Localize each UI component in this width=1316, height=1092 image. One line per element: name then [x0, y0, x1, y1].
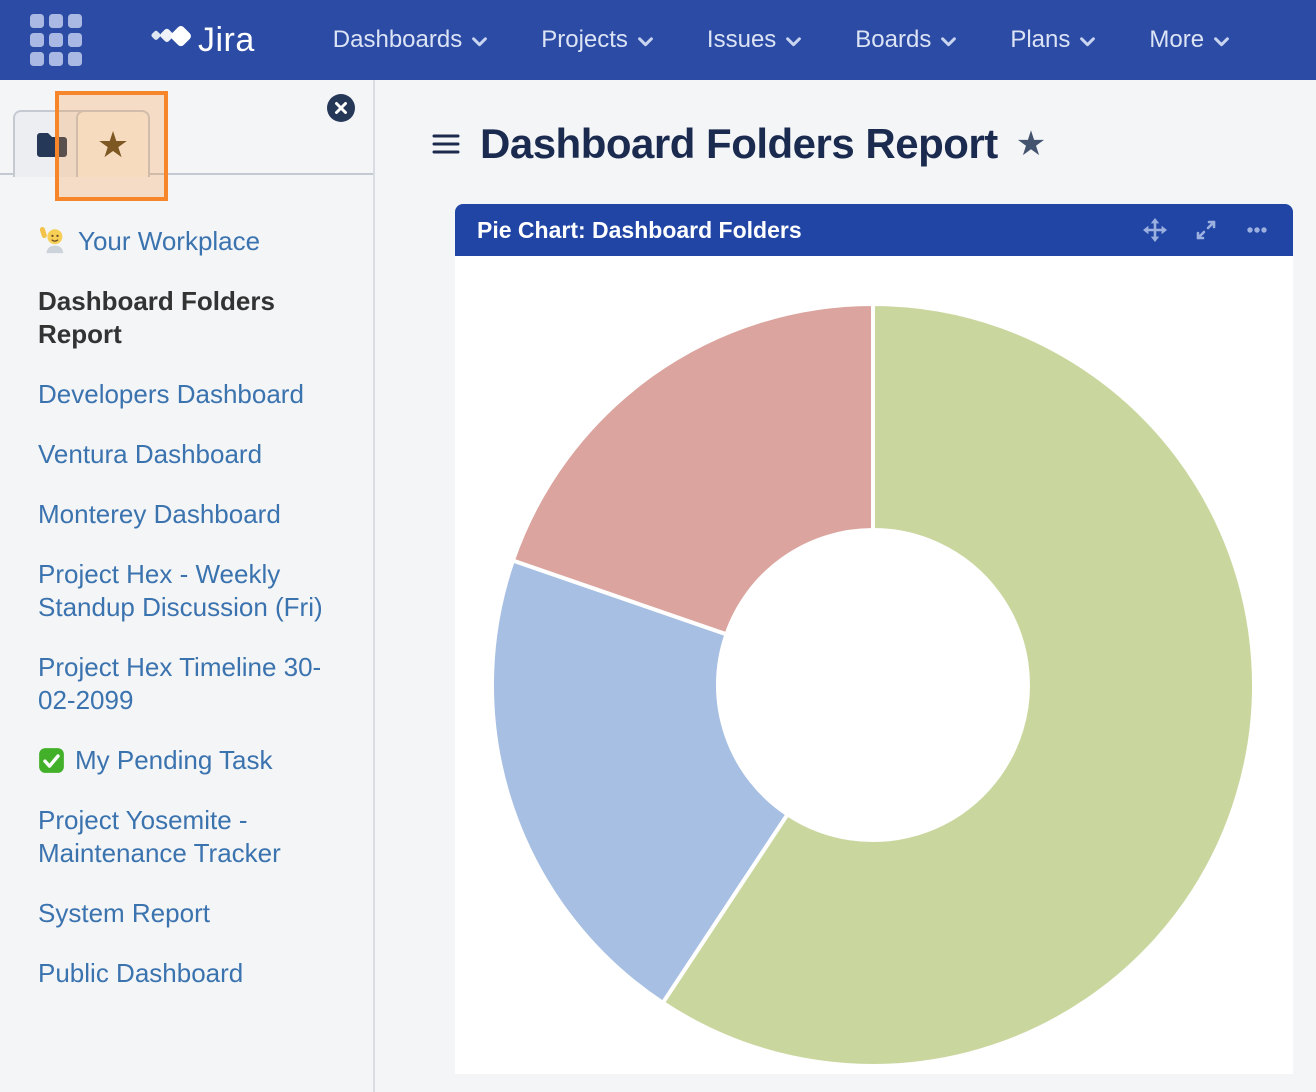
nav-item-label: Plans	[1010, 26, 1071, 53]
nav-item-label: More	[1149, 26, 1205, 53]
close-sidebar-button[interactable]	[327, 94, 355, 122]
pie-segment-1[interactable]	[660, 302, 1256, 1068]
sidebar-item[interactable]: Project Hex - Weekly Standup Discussion …	[38, 558, 340, 624]
check-mark-emoji	[39, 748, 64, 773]
chevron-down-icon	[638, 36, 653, 46]
page-title-row: Dashboard Folders Report ★	[432, 120, 1316, 168]
sidebar-item-label: Your Workplace	[78, 226, 261, 256]
sidebar-item[interactable]: Project Hex Timeline 30-02-2099	[38, 651, 340, 717]
starred-tab[interactable]: ★	[76, 110, 150, 177]
nav-item-plans[interactable]: Plans	[1010, 26, 1096, 54]
sidebar-item-label: Monterey Dashboard	[38, 499, 281, 529]
sidebar: ★ Your Workplace Dashboard Folders Report…	[0, 80, 375, 1092]
sidebar-item[interactable]: Ventura Dashboard	[38, 438, 340, 471]
jira-logo[interactable]: Jira	[148, 18, 255, 62]
sidebar-item-label: Public Dashboard	[38, 958, 244, 988]
nav-item-more[interactable]: More	[1149, 26, 1229, 54]
sidebar-item[interactable]: Project Yosemite - Maintenance Tracker	[38, 804, 340, 870]
pie-segment-3[interactable]	[510, 302, 875, 637]
sidebar-item[interactable]: Public Dashboard	[38, 957, 340, 990]
nav-menu: Dashboards Projects Issues Boards Plans More	[333, 26, 1229, 54]
move-gadget-icon[interactable]	[1141, 216, 1169, 244]
sidebar-item-label: System Report	[38, 898, 210, 928]
nav-item-dashboards[interactable]: Dashboards	[332, 26, 488, 54]
chevron-down-icon	[786, 36, 802, 46]
star-icon: ★	[96, 123, 130, 165]
person-raising-hand-emoji	[39, 227, 64, 254]
sidebar-item-label: Dashboard Folders Report	[38, 286, 275, 349]
nav-item-projects[interactable]: Projects	[541, 26, 653, 54]
favorite-star-icon[interactable]: ★	[1015, 125, 1047, 163]
nav-item-label: Projects	[541, 26, 628, 53]
sidebar-dashboard-list: Your Workplace Dashboard Folders Report De…	[0, 175, 373, 1037]
chevron-down-icon	[941, 36, 957, 46]
chevron-down-icon	[1080, 36, 1096, 46]
sidebar-item[interactable]: Your Workplace	[38, 225, 340, 258]
sidebar-item-label: Ventura Dashboard	[38, 439, 263, 469]
gadget-header: Pie Chart: Dashboard Folders	[455, 204, 1293, 256]
chevron-down-icon	[472, 36, 488, 46]
sidebar-item[interactable]: Monterey Dashboard	[38, 498, 340, 531]
pie-chart-gadget: Pie Chart: Dashboard Folders	[455, 204, 1293, 1092]
jira-logo-text: Jira	[198, 20, 255, 59]
top-navigation-bar: Jira Dashboards Projects Issues Boards Plans…	[0, 0, 1316, 80]
dashboard-menu-icon[interactable]	[432, 133, 460, 155]
sidebar-tab-bar: ★	[0, 80, 373, 201]
expand-gadget-icon[interactable]	[1193, 217, 1219, 243]
nav-item-issues[interactable]: Issues	[706, 26, 802, 54]
gadget-more-menu-icon[interactable]	[1243, 216, 1271, 244]
pie-segment-2[interactable]	[489, 558, 790, 1005]
nav-item-label: Issues	[706, 26, 777, 53]
gadget-title: Pie Chart: Dashboard Folders	[477, 216, 802, 243]
sidebar-item-label: Developers Dashboard	[38, 379, 304, 409]
sidebar-item[interactable]: Developers Dashboard	[38, 378, 340, 411]
gadget-body	[455, 256, 1293, 1074]
sidebar-item-label: Project Hex Timeline 30-02-2099	[38, 652, 322, 715]
sidebar-item-label: Project Yosemite - Maintenance Tracker	[38, 805, 281, 868]
folder-icon	[37, 132, 67, 157]
sidebar-item[interactable]: My Pending Task	[38, 744, 340, 777]
main-content: Dashboard Folders Report ★ Pie Chart: Da…	[375, 80, 1316, 1092]
page-title: Dashboard Folders Report	[480, 120, 998, 167]
nav-item-boards[interactable]: Boards	[855, 26, 957, 54]
close-icon	[335, 102, 347, 114]
nav-item-label: Boards	[855, 26, 932, 53]
chevron-down-icon	[1214, 36, 1229, 46]
sidebar-item-current[interactable]: Dashboard Folders Report	[38, 285, 340, 351]
sidebar-item[interactable]: System Report	[38, 897, 340, 930]
jira-logo-icon	[151, 26, 191, 47]
nav-item-label: Dashboards	[332, 26, 463, 53]
sidebar-item-label: My Pending Task	[75, 745, 273, 775]
pie-chart	[489, 302, 1256, 1068]
sidebar-item-label: Project Hex - Weekly Standup Discussion …	[38, 559, 323, 622]
app-switcher-icon[interactable]	[30, 14, 82, 66]
